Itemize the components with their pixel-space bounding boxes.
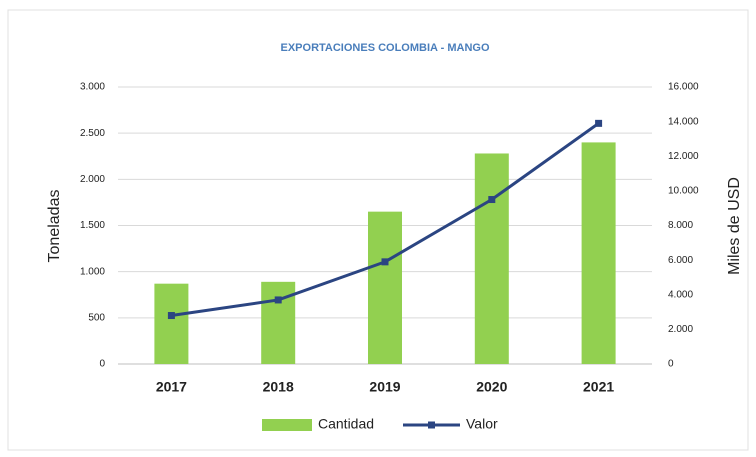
legend-label: Valor <box>466 416 498 432</box>
y-tick-label: 2.000 <box>80 174 105 185</box>
bar <box>581 142 616 364</box>
y2-tick-label: 12.000 <box>668 151 699 162</box>
line-marker <box>595 119 603 127</box>
y-tick-label: 500 <box>88 312 105 323</box>
legend-label: Cantidad <box>318 416 374 432</box>
y-tick-label: 2.500 <box>80 128 105 139</box>
y-axis-label: Toneladas <box>46 190 63 263</box>
bar <box>154 283 189 364</box>
y2-axis-label: Miles de USD <box>726 177 743 275</box>
line-marker <box>274 296 282 304</box>
y-tick-label: 1.500 <box>80 220 105 231</box>
x-tick-label: 2020 <box>476 379 507 395</box>
y2-tick-label: 14.000 <box>668 116 699 127</box>
legend-swatch <box>262 419 312 431</box>
y2-tick-label: 16.000 <box>668 82 699 93</box>
line-marker <box>381 258 389 266</box>
line-marker <box>167 312 175 320</box>
bar <box>474 153 509 364</box>
x-tick-label: 2018 <box>263 379 294 395</box>
legend-marker <box>428 421 435 429</box>
x-tick-label: 2021 <box>583 379 614 395</box>
y2-tick-label: 10.000 <box>668 186 699 197</box>
y-tick-label: 3.000 <box>80 82 105 93</box>
x-tick-label: 2019 <box>369 379 400 395</box>
bar <box>368 211 402 364</box>
line-marker <box>488 196 496 204</box>
y2-tick-label: 8.000 <box>668 220 693 231</box>
y-tick-label: 0 <box>99 359 105 370</box>
x-tick-label: 2017 <box>156 379 187 395</box>
y2-tick-label: 2.000 <box>668 324 693 335</box>
y2-tick-label: 6.000 <box>668 255 693 266</box>
y-tick-label: 1.000 <box>80 266 105 277</box>
y2-tick-label: 0 <box>668 359 674 370</box>
y2-tick-label: 4.000 <box>668 289 693 300</box>
chart-title: EXPORTACIONES COLOMBIA - MANGO <box>281 42 490 54</box>
